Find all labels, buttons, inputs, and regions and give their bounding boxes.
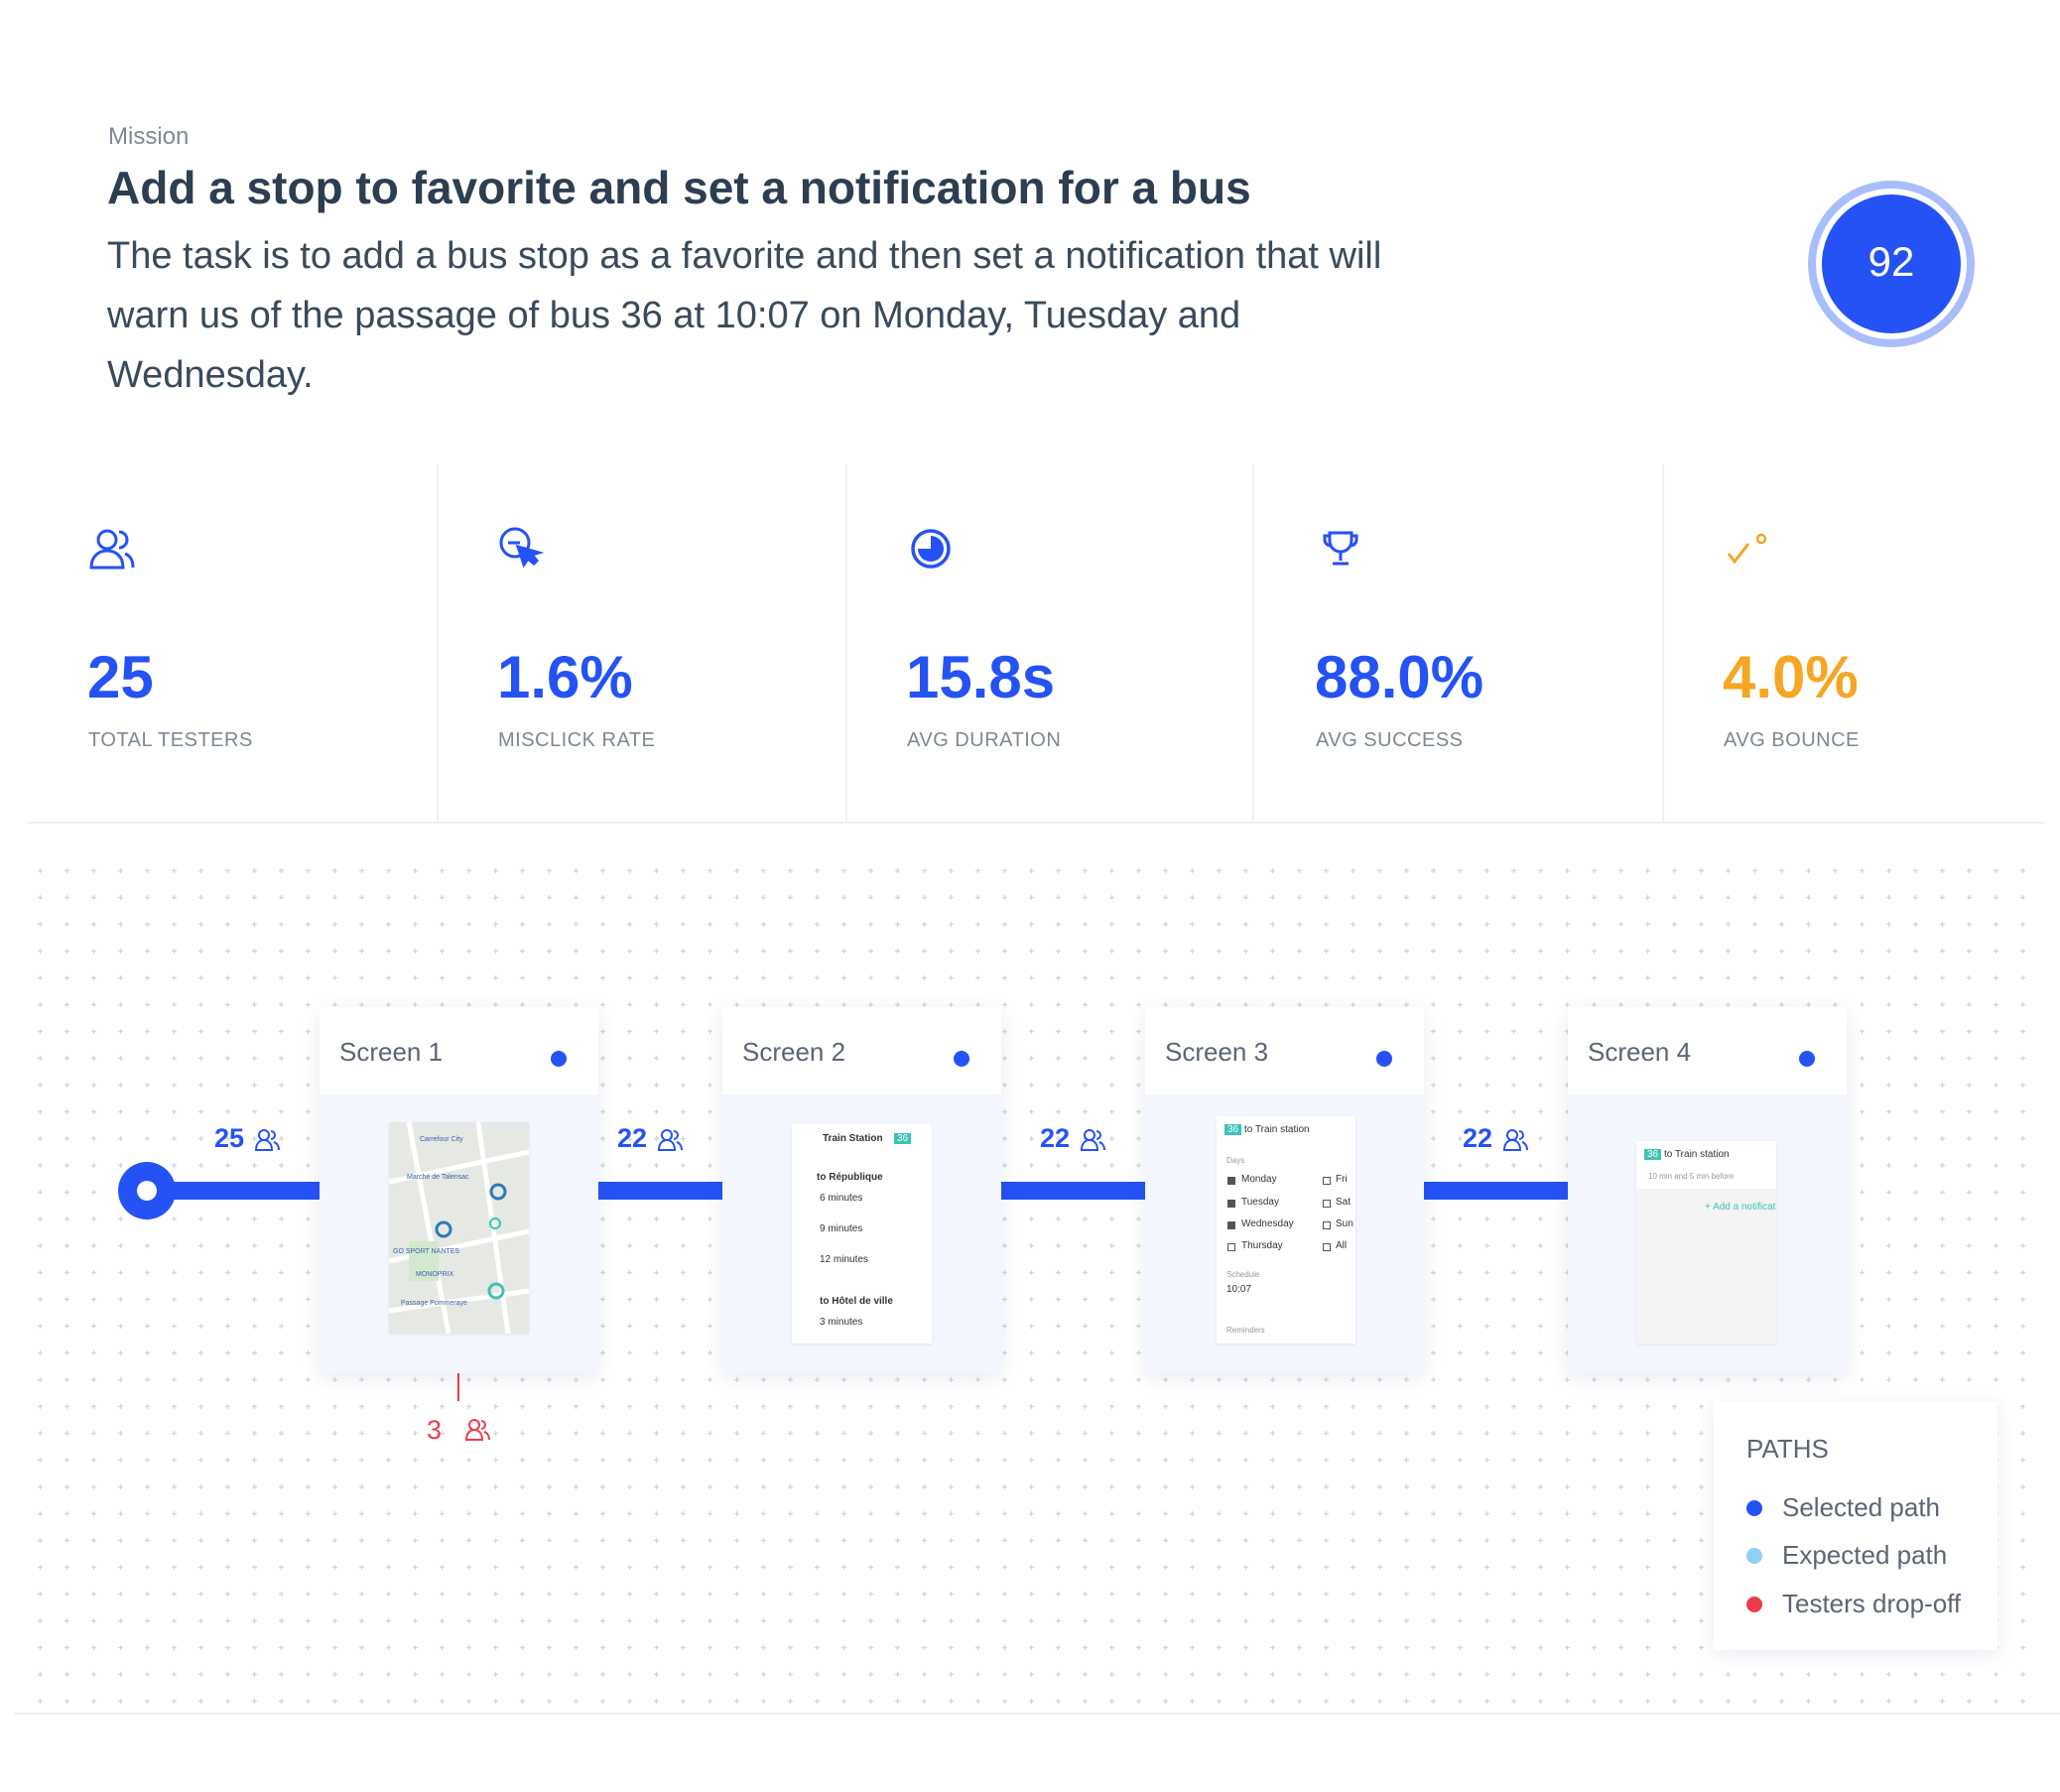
screen-dot [954, 1051, 969, 1067]
score: 92 [1867, 238, 1915, 285]
mission-label: Mission [108, 123, 190, 150]
checkbox [1227, 1243, 1235, 1251]
preview-text: Thursday [1241, 1240, 1283, 1251]
preview-text: Fri [1336, 1174, 1348, 1185]
dropoff-count: 3 [427, 1415, 443, 1445]
preview-text: to Train station [1244, 1124, 1310, 1135]
screen-name: Screen 4 [1588, 1037, 1692, 1067]
preview-text: to Hôtel de ville [820, 1296, 893, 1307]
tester-count: 22 [1463, 1123, 1493, 1153]
checkbox [1323, 1221, 1331, 1229]
tester-count: 25 [214, 1123, 245, 1153]
map-label: Passage Pommeraye [401, 1300, 467, 1307]
legend-item: Selected path [1782, 1492, 1941, 1522]
mission-description: The task is to add a bus stop as a favor… [107, 235, 1382, 396]
stat-value: 1.6% [497, 644, 633, 710]
screen-dot [1376, 1051, 1392, 1067]
stat-value: 15.8s [906, 644, 1056, 710]
preview-text: Reminders [1226, 1326, 1265, 1335]
preview-text: Train Station [823, 1133, 883, 1144]
screen-dot [1799, 1051, 1815, 1067]
screen-card[interactable]: Screen 2 Train Station 36 to République … [722, 1007, 1001, 1373]
screen-body: 36 to Train station Days Monday Tuesday … [1145, 1094, 1424, 1373]
map-preview: Carrefour City Marché de Talensac GO SPO… [389, 1122, 529, 1334]
preview-badge: 36 [894, 1133, 912, 1144]
preview-badge: 36 [1224, 1124, 1242, 1135]
screen-name: Screen 3 [1165, 1037, 1269, 1067]
legend-item: Expected path [1782, 1540, 1948, 1570]
icon-success [1323, 531, 1358, 566]
preview-text: to République [817, 1172, 883, 1183]
stat-label: MISCLICK RATE [498, 729, 656, 751]
icon-bounce [1727, 533, 1767, 565]
legend: PATHS Selected path Expected path Tester… [1714, 1402, 1997, 1650]
map-label: MONOPRIX [416, 1271, 454, 1278]
screen-preview: 36 to Train station Days Monday Tuesday … [1217, 1116, 1355, 1344]
screen-card[interactable]: Screen 4 36 to Train station 10 min and … [1568, 1007, 1847, 1373]
stat-value: 4.0% [1723, 644, 1859, 710]
preview-text: Sat [1336, 1197, 1352, 1208]
tester-count: 22 [617, 1123, 648, 1153]
start-node-center [137, 1181, 157, 1201]
tester-count: 22 [1040, 1123, 1071, 1153]
mission-title: Add a stop to favorite and set a notific… [107, 162, 1251, 213]
score-circle [1822, 194, 1961, 333]
legend-dot [1746, 1597, 1762, 1612]
preview-link: + Add a notificat [1705, 1202, 1776, 1213]
preview-text: 10 min and 5 min before [1648, 1172, 1735, 1181]
checkbox [1323, 1177, 1331, 1185]
preview-text: 10:07 [1226, 1284, 1252, 1295]
icon-testers [89, 529, 135, 570]
screen-preview: 36 to Train station 10 min and 5 min bef… [1636, 1141, 1776, 1344]
stat-value: 25 [87, 644, 154, 710]
preview-text: 9 minutes [820, 1223, 863, 1234]
screen-preview: Train Station 36 to République 6 minutes… [792, 1124, 932, 1344]
screen-name: Screen 2 [742, 1037, 846, 1067]
preview-text: All [1336, 1240, 1348, 1251]
stat-label: TOTAL TESTERS [88, 729, 253, 751]
screen-body: Carrefour City Marché de Talensac GO SPO… [320, 1094, 598, 1373]
preview-text: Monday [1241, 1174, 1277, 1185]
checkbox [1227, 1221, 1235, 1229]
map-label: GO SPORT NANTES [393, 1248, 460, 1255]
checkbox [1227, 1200, 1235, 1208]
legend-title: PATHS [1746, 1434, 1829, 1464]
preview-text: 12 minutes [820, 1254, 868, 1265]
legend-dot [1746, 1500, 1762, 1516]
legend-dot [1746, 1548, 1762, 1564]
preview-text: 3 minutes [820, 1317, 863, 1328]
screen-name: Screen 1 [339, 1037, 444, 1067]
checkbox [1323, 1200, 1331, 1208]
preview-text: 6 minutes [820, 1193, 863, 1204]
icon-duration [911, 529, 951, 569]
checkbox [1323, 1243, 1331, 1251]
legend-item: Testers drop-off [1782, 1589, 1962, 1618]
stat-label: AVG BOUNCE [1724, 729, 1860, 751]
map-label: Carrefour City [420, 1136, 463, 1143]
preview-text: Tuesday [1241, 1197, 1279, 1208]
preview-text: Wednesday [1241, 1218, 1294, 1229]
preview-badge: 36 [1644, 1149, 1662, 1160]
screen-card[interactable]: Screen 1 Carrefour City Marché de Talens… [320, 1007, 598, 1373]
screen-body: 36 to Train station 10 min and 5 min bef… [1568, 1094, 1847, 1373]
checkbox [1227, 1177, 1235, 1185]
preview-text: Schedule [1226, 1270, 1260, 1279]
stat-value: 88.0% [1315, 644, 1484, 710]
screen-body: Train Station 36 to République 6 minutes… [722, 1094, 1001, 1373]
screen-card[interactable]: Screen 3 36 to Train station Days Monday… [1145, 1007, 1424, 1373]
stat-label: AVG SUCCESS [1316, 729, 1464, 751]
preview-text: Sun [1336, 1218, 1353, 1229]
map-streets [389, 1122, 529, 1334]
stat-label: AVG DURATION [907, 729, 1062, 751]
screen-dot [551, 1051, 567, 1067]
preview-text: to Train station [1664, 1149, 1730, 1160]
map-label: Marché de Talensac [407, 1174, 469, 1181]
preview-text: Days [1226, 1156, 1245, 1165]
icon-misclick [499, 527, 545, 569]
